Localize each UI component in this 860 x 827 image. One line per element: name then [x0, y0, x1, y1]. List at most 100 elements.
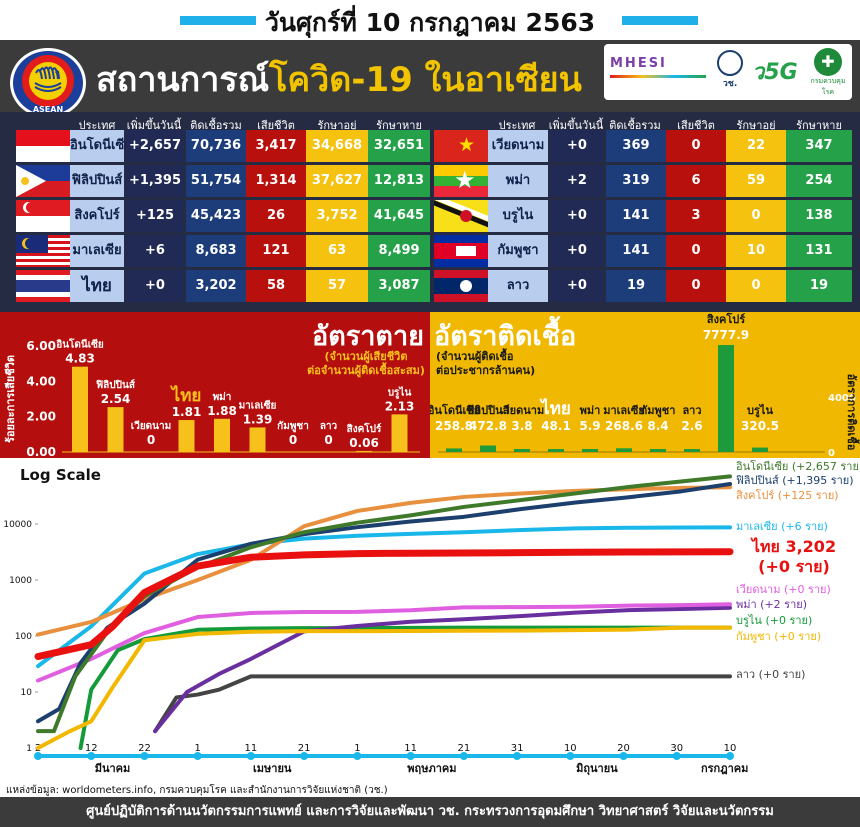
death-bar [391, 414, 408, 452]
infection-ytick: 0 [828, 448, 835, 458]
row-total: 141 [606, 200, 666, 232]
header-country-right: ประเทศ [498, 119, 536, 132]
row-deaths: 0 [666, 235, 726, 267]
log-xtick: 1 [354, 743, 360, 754]
row-treating: 3,752 [306, 200, 368, 232]
log-series-label: เวียดนาม (+0 ราย) [736, 583, 831, 596]
flag-vietnam: ★ [434, 130, 498, 162]
header-treating-right: รักษาอยู่ [736, 119, 776, 132]
ddc-logo-text: กรมควบคุมโรค [810, 77, 846, 96]
row-recovered: 19 [786, 270, 852, 302]
death-ylabel: ร้อยละการเสียชีวิต [4, 355, 17, 443]
row-country: ลาว [488, 270, 548, 302]
infection-bar [514, 449, 530, 452]
log-series-label: พม่า (+2 ราย) [736, 598, 807, 611]
row-total: 369 [606, 130, 666, 162]
infection-category-label: ลาว [682, 404, 701, 417]
log-xtick-dot [566, 752, 575, 760]
header-increase-right: เพิ่มขึ้นวันนี้ [548, 119, 604, 132]
death-ytick: 2.00 [26, 410, 56, 424]
row-total: 51,754 [186, 165, 246, 197]
row-increase: +2,657 [126, 130, 184, 162]
row-treating: 22 [726, 130, 786, 162]
death-value-label: 0 [324, 433, 332, 447]
log-xtick: 11 [404, 743, 417, 754]
row-treating: 10 [726, 235, 786, 267]
row-increase: +0 [126, 270, 184, 302]
row-increase: +0 [550, 130, 604, 162]
log-month-label: พฤษภาคม [407, 762, 456, 775]
row-treating: 57 [306, 270, 368, 302]
log-xtick: 10 [724, 743, 737, 754]
row-deaths: 121 [246, 235, 306, 267]
date-title: วันศุกร์ที่ 10 กรกฎาคม 2563 [264, 8, 596, 37]
header-recovered-left: รักษาหาย [376, 119, 422, 132]
infection-value-label: 7777.9 [703, 328, 749, 342]
header-country-left: ประเทศ [78, 119, 116, 132]
infection-value-label: 258.8 [435, 419, 473, 433]
log-xtick-dot [672, 752, 681, 760]
infection-value-label: 320.5 [741, 419, 779, 433]
row-treating: 0 [726, 200, 786, 232]
row-country: ฟิลิปปินส์ [70, 165, 124, 197]
row-country: บรูไน [488, 200, 548, 232]
infection-ytick: 4000 [828, 393, 856, 404]
log-series-label: มาเลเซีย (+6 ราย) [736, 520, 828, 533]
infection-bar [752, 447, 768, 452]
flag-philippines [16, 165, 80, 197]
death-value-label: 1.88 [207, 404, 237, 418]
log-xtick: 31 [511, 743, 524, 754]
infection-bar [684, 449, 700, 452]
row-increase: +125 [126, 200, 184, 232]
log-xtick-dot [726, 752, 734, 760]
mhesi-logo-stripe [610, 75, 706, 78]
log-series-label: บรูไน (+0 ราย) [736, 614, 812, 627]
header-total-right: ติดเชื้อรวม [609, 119, 661, 132]
death-ytick: 6.00 [26, 339, 56, 353]
log-xtick-dot [140, 752, 149, 760]
infection-bar [582, 449, 598, 452]
log-series-line [36, 602, 732, 683]
log-xtick-dot [300, 752, 309, 760]
log-xtick: 22 [138, 743, 151, 754]
log-chart-title: Log Scale [20, 466, 101, 484]
death-ytick: 4.00 [26, 374, 56, 388]
infection-rate-subtitle: (จำนวนผู้ติดเชื้อ ต่อประชากรล้านคน) [436, 350, 535, 378]
log-xtick: 11 [245, 743, 258, 754]
death-value-label: 0.06 [349, 436, 379, 450]
death-rate-subtitle-line2: ต่อจำนวนผู้ติดเชื้อสะสม) [307, 364, 425, 377]
flag-singapore [16, 200, 80, 232]
log-series-label: กัมพูชา (+0 ราย) [736, 630, 821, 643]
row-increase: +0 [550, 270, 604, 302]
death-category-label: ลาว [320, 421, 338, 432]
row-country: อินโดนีเซีย [70, 130, 132, 162]
log-xtick-dot [34, 752, 42, 760]
infection-category-label: พม่า [580, 404, 601, 417]
log-xtick: 12 [85, 743, 98, 754]
infection-value-label: 3.8 [511, 419, 532, 433]
death-value-label: 1.81 [172, 405, 202, 419]
infection-value-label: 268.6 [605, 419, 643, 433]
infection-bar [650, 449, 666, 452]
row-increase: +2 [550, 165, 604, 197]
log-series-line [36, 625, 732, 750]
infection-bar [480, 445, 496, 452]
infection-bar [718, 345, 734, 452]
log-ytick: 10000 [3, 520, 32, 530]
infection-rate-title: อัตราติดเชื้อ [434, 321, 577, 352]
log-series-line [36, 525, 732, 669]
infection-value-label: 48.1 [541, 419, 571, 433]
data-source: แหล่งข้อมูล: worldometers.info, กรมควบคุ… [6, 785, 388, 796]
infection-category-label: มาเลเซีย [603, 404, 645, 417]
log-ytick: 10 [21, 688, 33, 698]
death-rate-title: อัตราตาย [312, 321, 424, 352]
header-title: สถานการณ์โควิด-19 ในอาเซียน [96, 52, 582, 106]
death-value-label: 4.83 [65, 352, 95, 366]
date-bar-right-dash [622, 16, 698, 25]
footer-banner: ศูนย์ปฏิบัติการด้านนวัตกรรมการแพทย์ และก… [0, 797, 860, 827]
infection-category-label: เวียดนาม [500, 404, 544, 417]
log-month-label: มีนาคม [95, 762, 131, 775]
infection-value-label: 2.6 [681, 419, 702, 433]
